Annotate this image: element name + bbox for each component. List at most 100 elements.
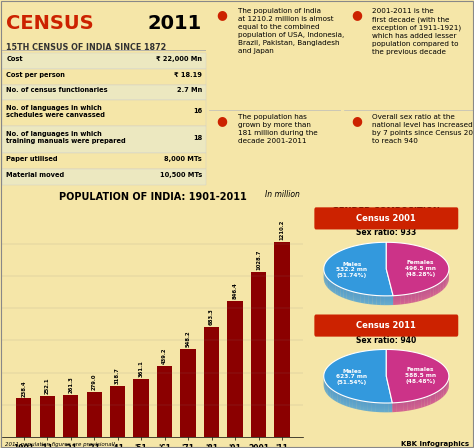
Polygon shape [341,287,344,298]
Bar [274,242,290,437]
Polygon shape [324,242,393,296]
Bar [39,396,55,437]
Bar [16,399,31,437]
Ellipse shape [324,353,449,406]
Text: 238.4: 238.4 [21,380,26,396]
Bar [181,349,196,437]
Text: 318.7: 318.7 [115,367,120,383]
Polygon shape [430,394,433,405]
FancyBboxPatch shape [314,207,458,229]
Polygon shape [372,402,376,412]
Text: 683.3: 683.3 [209,308,214,325]
Polygon shape [335,284,338,295]
Polygon shape [444,386,445,396]
Polygon shape [343,396,346,406]
Polygon shape [438,390,440,401]
Polygon shape [350,291,354,301]
Text: 279.0: 279.0 [91,374,97,390]
Polygon shape [445,384,446,395]
Polygon shape [331,282,333,293]
Polygon shape [415,292,419,302]
Polygon shape [447,273,448,284]
Title: POPULATION OF INDIA: 1901-2011: POPULATION OF INDIA: 1901-2011 [59,192,247,202]
Ellipse shape [324,358,449,411]
Text: The population has
grown by more than
181 million during the
decade 2001-2011: The population has grown by more than 18… [238,114,318,144]
Bar [87,392,102,437]
Polygon shape [386,242,449,296]
Polygon shape [357,293,361,303]
Ellipse shape [324,247,449,301]
Polygon shape [324,349,392,403]
Polygon shape [329,280,331,291]
Polygon shape [415,399,418,409]
Ellipse shape [324,357,449,410]
Polygon shape [386,349,449,403]
Text: Cost per person: Cost per person [7,72,65,78]
Polygon shape [364,401,368,411]
Polygon shape [447,381,448,392]
Polygon shape [400,402,404,412]
Polygon shape [349,398,353,408]
Text: ●: ● [217,114,228,127]
Polygon shape [328,385,329,396]
Ellipse shape [324,243,449,297]
Polygon shape [361,293,365,303]
FancyBboxPatch shape [2,100,206,126]
FancyBboxPatch shape [2,53,206,69]
Polygon shape [425,396,428,407]
Polygon shape [354,292,357,302]
Text: 548.2: 548.2 [186,330,191,347]
Polygon shape [444,278,445,289]
Polygon shape [381,296,385,305]
Polygon shape [335,392,337,402]
Polygon shape [360,401,364,410]
Polygon shape [411,400,415,410]
Ellipse shape [324,250,449,304]
Ellipse shape [324,351,449,404]
Text: ●: ● [351,8,362,21]
Text: Females
588.5 mn
(48.48%): Females 588.5 mn (48.48%) [405,367,436,384]
Polygon shape [422,290,425,301]
Polygon shape [397,295,401,305]
Text: No. of languages in which
schedules were canvassed: No. of languages in which schedules were… [7,104,105,117]
Polygon shape [436,284,438,295]
Text: 16: 16 [193,108,202,114]
Polygon shape [431,287,433,297]
FancyBboxPatch shape [314,314,458,336]
Text: 261.3: 261.3 [68,376,73,393]
Polygon shape [346,397,349,407]
Polygon shape [344,289,346,299]
Text: 1028.7: 1028.7 [256,249,261,270]
Polygon shape [340,394,343,405]
Text: In million: In million [265,190,301,199]
Ellipse shape [324,352,449,405]
Polygon shape [346,290,350,300]
Text: Sex ratio: 940: Sex ratio: 940 [356,336,417,345]
FancyBboxPatch shape [2,126,206,153]
Text: 8,000 MTs: 8,000 MTs [164,156,202,162]
Text: No. of census functionaries: No. of census functionaries [7,87,108,93]
Ellipse shape [324,359,449,412]
Text: 15TH CENSUS OF INDIA SINCE 1872: 15TH CENSUS OF INDIA SINCE 1872 [7,43,167,52]
Bar [204,327,219,437]
Polygon shape [446,383,447,393]
Text: Overall sex ratio at the
national level has increased
by 7 points since Census 2: Overall sex ratio at the national level … [373,114,474,144]
Text: Census 2001: Census 2001 [356,214,416,223]
Polygon shape [324,271,325,283]
Polygon shape [376,296,381,305]
Text: GENDER COMPOSITION: GENDER COMPOSITION [332,207,440,216]
Text: 2.7 Mn: 2.7 Mn [177,87,202,93]
Polygon shape [425,289,428,299]
Polygon shape [328,278,329,289]
FancyBboxPatch shape [2,153,206,169]
Polygon shape [408,401,411,411]
Bar [134,379,149,437]
Text: 252.1: 252.1 [45,378,50,394]
Polygon shape [325,275,326,286]
Polygon shape [326,277,328,288]
Polygon shape [438,283,440,293]
Polygon shape [428,395,430,406]
Text: Males
623.7 mn
(51.54%): Males 623.7 mn (51.54%) [337,369,367,385]
Bar [251,271,266,437]
Polygon shape [404,294,408,304]
